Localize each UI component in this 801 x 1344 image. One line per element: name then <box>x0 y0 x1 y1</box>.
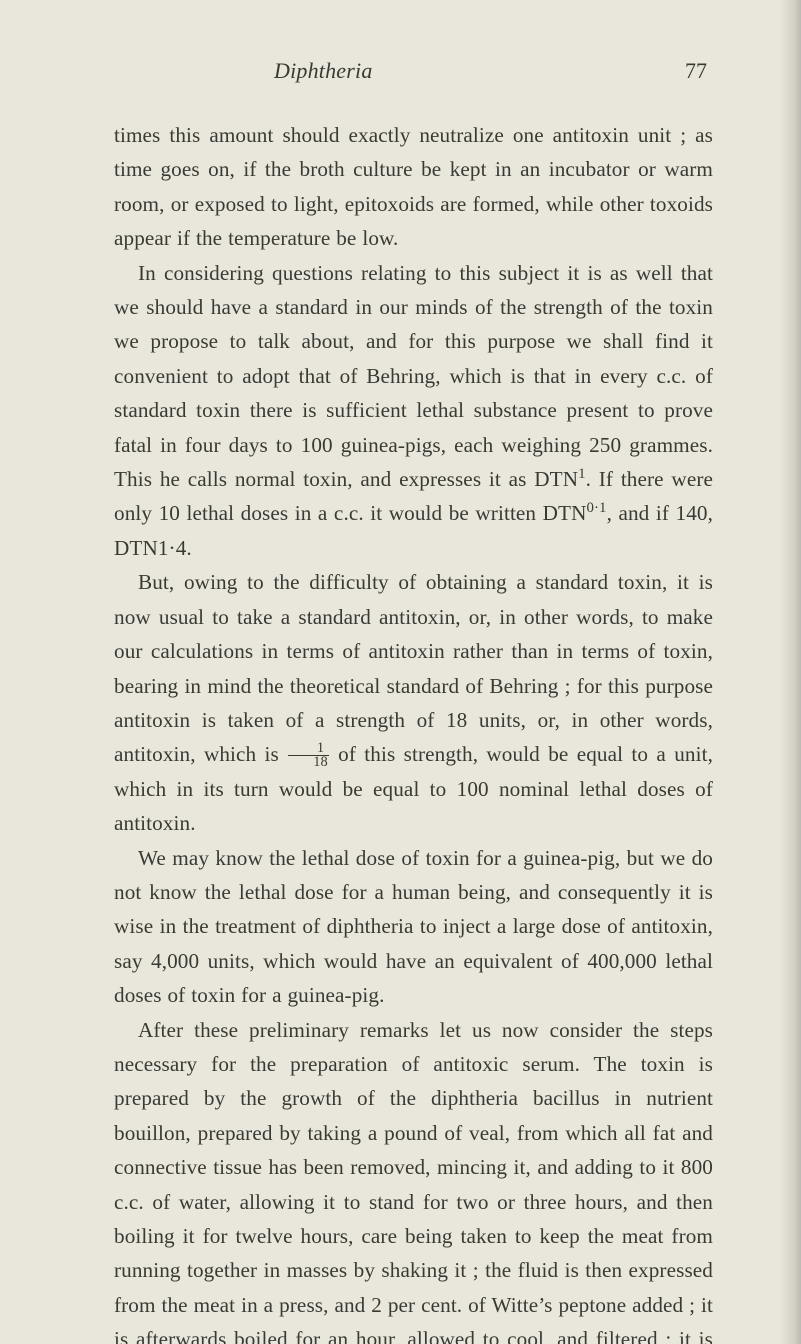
para-text: We may know the lethal dose of toxin for… <box>114 846 713 1008</box>
paragraph-2: In considering questions relating to thi… <box>114 256 713 566</box>
page: Diphtheria 77 times this amount should e… <box>0 0 801 1344</box>
body-text: times this amount should exactly neutral… <box>114 118 713 1344</box>
running-head: Diphtheria 77 <box>114 58 713 84</box>
paragraph-5: After these preliminary remarks let us n… <box>114 1013 713 1344</box>
page-number: 77 <box>685 58 707 84</box>
fraction: 118 <box>288 742 329 770</box>
page-edge-shadow <box>779 0 801 1344</box>
paragraph-1: times this amount should exactly neutral… <box>114 118 713 256</box>
para-text: times this amount should exactly neutral… <box>114 123 713 250</box>
para-text: After these preliminary remarks let us n… <box>114 1018 713 1344</box>
para-text: But, owing to the difficulty of obtainin… <box>114 570 713 766</box>
para-text: In considering questions relating to thi… <box>114 261 713 491</box>
paragraph-3: But, owing to the difficulty of obtainin… <box>114 565 713 840</box>
fraction-denominator: 18 <box>288 756 329 770</box>
superscript: 0·1 <box>586 500 606 516</box>
running-title: Diphtheria <box>274 58 373 84</box>
paragraph-4: We may know the lethal dose of toxin for… <box>114 841 713 1013</box>
superscript: 1 <box>578 466 586 482</box>
